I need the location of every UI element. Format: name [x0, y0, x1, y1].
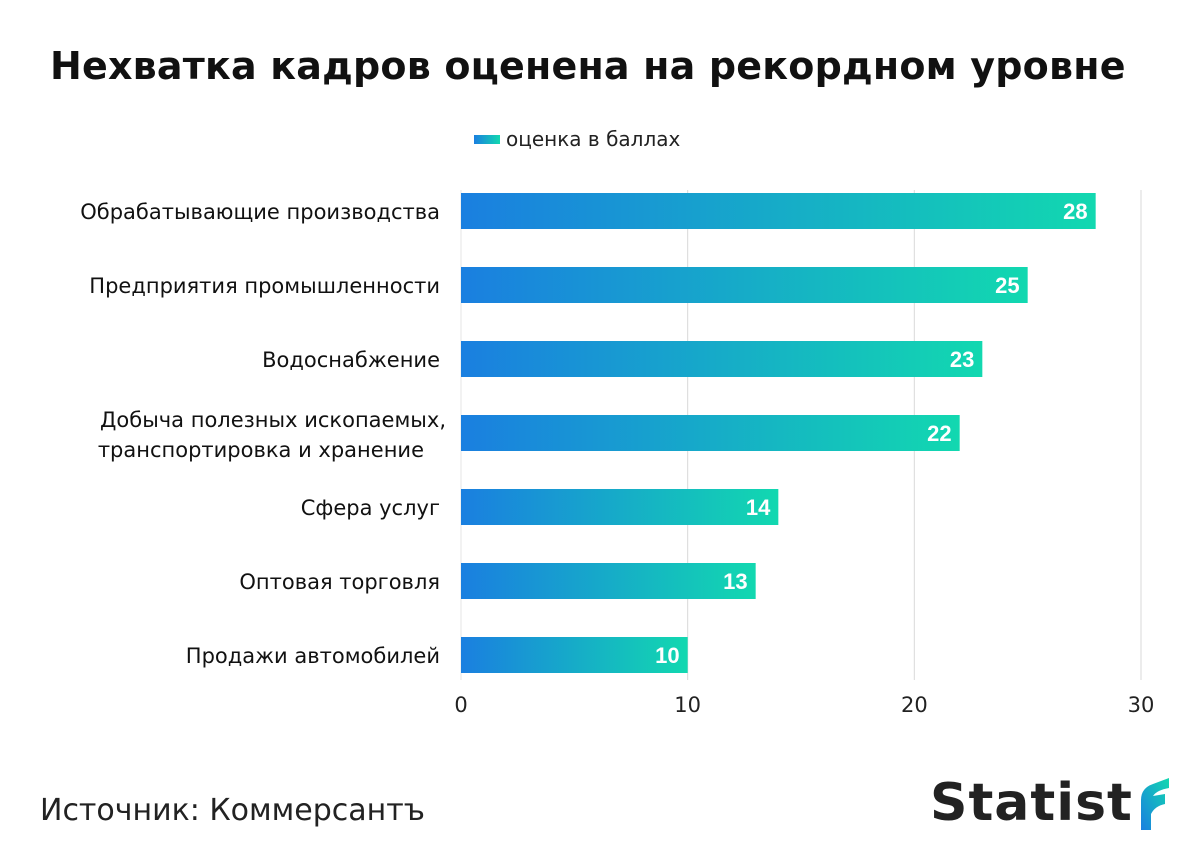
x-axis-ticks: 0 10 20 30: [454, 693, 1154, 717]
category-label: Обрабатывающие производства: [80, 200, 440, 224]
category-label: Продажи автомобилей: [186, 644, 440, 668]
bar: [461, 563, 756, 599]
bar-value-label: 13: [723, 569, 747, 594]
x-tick-label: 0: [454, 693, 467, 717]
source-note: Источник: Коммерсантъ: [40, 793, 425, 828]
bar: [461, 415, 960, 451]
bar-value-label: 10: [655, 643, 679, 668]
legend: оценка в баллах: [474, 125, 680, 153]
bar: [461, 637, 688, 673]
legend-swatch: [474, 134, 500, 144]
bar-value-label: 14: [746, 495, 771, 520]
bar: [461, 193, 1096, 229]
legend-label: оценка в баллах: [506, 127, 681, 151]
bar-value-label: 22: [927, 421, 951, 446]
category-label: транспортировка и хранение: [98, 438, 424, 462]
bar-value-label: 28: [1063, 199, 1087, 224]
x-tick-label: 10: [674, 693, 701, 717]
chart-title: Нехватка кадров оценена на рекордном уро…: [50, 44, 1126, 88]
bar: [461, 267, 1028, 303]
x-tick-label: 30: [1128, 693, 1155, 717]
x-tick-label: 20: [901, 693, 928, 717]
category-label: Сфера услуг: [301, 496, 440, 520]
category-label: Водоснабжение: [262, 348, 440, 372]
category-label: Предприятия промышленности: [89, 274, 440, 298]
logo-text: Statist: [930, 773, 1133, 833]
bar: [461, 341, 983, 377]
bar-value-label: 25: [995, 273, 1019, 298]
bars: 28 25 23 22 14 13 10: [461, 193, 1096, 673]
statista-logo: Statist: [930, 768, 1171, 838]
category-label: Добыча полезных ископаемых,: [100, 408, 446, 432]
statista-flag-icon: [1140, 778, 1169, 830]
bar-value-label: 23: [950, 347, 974, 372]
category-label: Оптовая торговля: [239, 570, 440, 594]
category-labels: Обрабатывающие производства Предприятия п…: [80, 200, 446, 668]
bar: [461, 489, 779, 525]
